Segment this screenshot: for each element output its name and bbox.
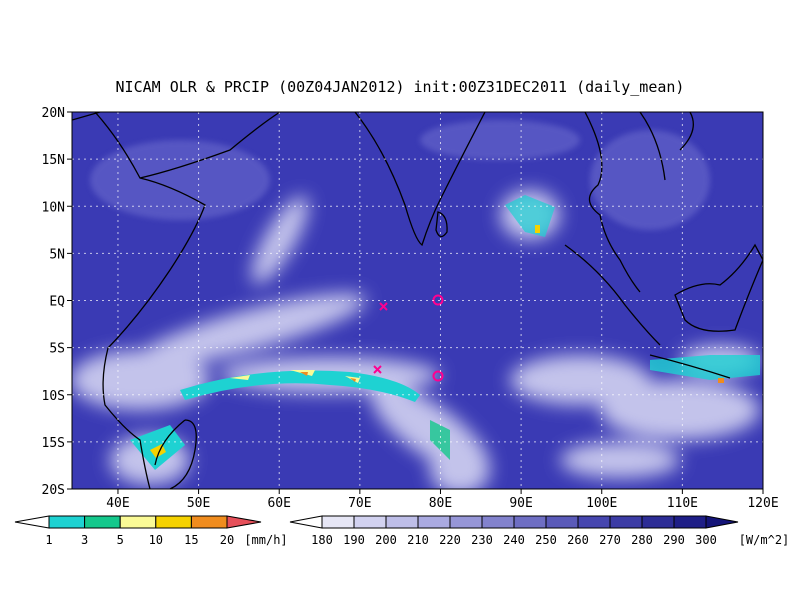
lon-tick-label: 40E xyxy=(106,496,129,511)
legend-box xyxy=(577,515,611,529)
coastlines xyxy=(72,112,763,489)
lat-tick-label: 5N xyxy=(49,247,65,262)
legend-box xyxy=(385,515,419,529)
legend-arrow xyxy=(14,515,50,529)
legend-label: 3 xyxy=(81,533,88,547)
legend-unit: [mm/h] xyxy=(244,533,287,547)
legend-box xyxy=(190,515,228,529)
legend-label: 1 xyxy=(45,533,52,547)
lat-tick-label: 5S xyxy=(49,342,65,357)
legend-box xyxy=(609,515,643,529)
lon-tick-label: 120E xyxy=(747,496,778,511)
legend-label: 280 xyxy=(631,533,653,547)
lat-tick-label: 15N xyxy=(42,153,65,168)
legend-label: 270 xyxy=(599,533,621,547)
lat-tick-label: 20N xyxy=(42,106,65,121)
legends: 1 3 5 10 15 20 [mm/h] 180 190 200 210 220 230 240 250 2… xyxy=(14,515,790,547)
legend-arrow xyxy=(705,515,739,529)
legend-label: 230 xyxy=(471,533,493,547)
legend-arrow xyxy=(226,515,262,529)
lat-tick-label: 10S xyxy=(42,389,65,404)
precip-cells xyxy=(130,195,760,470)
legend-box xyxy=(641,515,675,529)
lat-tick-label: 20S xyxy=(42,483,65,498)
legend-box xyxy=(119,515,157,529)
legend-box xyxy=(321,515,355,529)
lon-tick-label: 80E xyxy=(429,496,452,511)
lon-tick-label: 110E xyxy=(667,496,698,511)
lon-tick-label: 100E xyxy=(586,496,617,511)
legend-label: 210 xyxy=(407,533,429,547)
legend-box xyxy=(417,515,451,529)
lon-tick-label: 90E xyxy=(509,496,532,511)
legend-arrow xyxy=(289,515,323,529)
legend-label: 190 xyxy=(343,533,365,547)
legend-label: 10 xyxy=(149,533,163,547)
legend-box xyxy=(513,515,547,529)
lon-tick-label: 60E xyxy=(267,496,290,511)
legend-label: 290 xyxy=(663,533,685,547)
legend-box xyxy=(449,515,483,529)
legend-box xyxy=(673,515,707,529)
legend-label: 15 xyxy=(184,533,198,547)
legend-label: 250 xyxy=(535,533,557,547)
legend-box xyxy=(84,515,121,529)
lat-tick-label: 10N xyxy=(42,200,65,215)
lat-tick-label: EQ xyxy=(49,295,65,310)
map-field xyxy=(72,112,763,489)
legend-label: 5 xyxy=(117,533,124,547)
lat-tick-label: 15S xyxy=(42,436,65,451)
legend-box xyxy=(545,515,579,529)
legend-box xyxy=(48,515,86,529)
legend-label: 20 xyxy=(220,533,234,547)
legend-box xyxy=(155,515,192,529)
legend-label: 200 xyxy=(375,533,397,547)
legend-label: 260 xyxy=(567,533,589,547)
legend-box xyxy=(481,515,515,529)
lon-tick-label: 50E xyxy=(187,496,210,511)
lon-tick-label: 70E xyxy=(348,496,371,511)
legend-label: 300 xyxy=(695,533,717,547)
legend-label: 180 xyxy=(311,533,333,547)
map-frame xyxy=(71,111,764,490)
legend-unit: [W/m^2] xyxy=(739,533,790,547)
legend-label: 220 xyxy=(439,533,461,547)
legend-label: 240 xyxy=(503,533,525,547)
title: NICAM OLR & PRCIP (00Z04JAN2012) init:00… xyxy=(116,78,685,96)
legend-box xyxy=(353,515,387,529)
